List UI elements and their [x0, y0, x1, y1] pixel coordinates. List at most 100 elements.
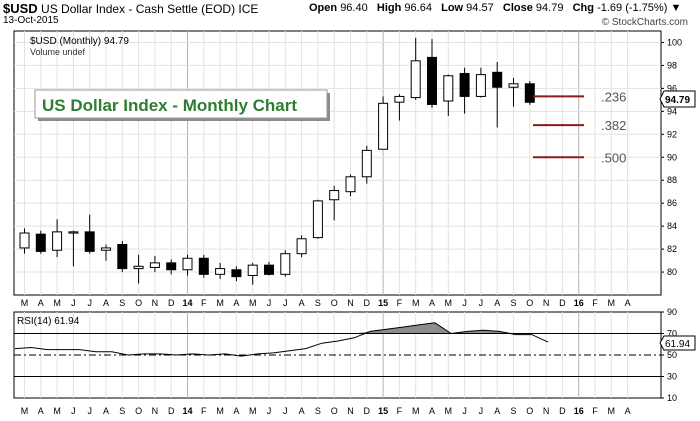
x-tick-label: J	[462, 406, 467, 416]
price-y-tick-label: 86	[667, 198, 677, 208]
rsi-last-value-label: 61.94	[665, 339, 690, 350]
x-tick-label: S	[119, 298, 125, 308]
price-y-tick-label: 96	[667, 83, 677, 93]
x-tick-label: M	[216, 298, 224, 308]
x-tick-label: O	[135, 406, 142, 416]
x-tick-label: J	[462, 298, 467, 308]
annotation-box	[34, 89, 328, 119]
x-tick-label: M	[249, 298, 257, 308]
x-tick-label: O	[526, 406, 533, 416]
price-y-tick-label: 84	[667, 221, 677, 231]
x-tick-label: F	[592, 406, 598, 416]
x-tick-label: D	[559, 298, 566, 308]
candle-body	[149, 262, 160, 268]
x-tick-label: O	[526, 298, 533, 308]
candle-body	[19, 232, 30, 249]
rsi-last-value-tag: 61.94	[659, 335, 696, 351]
rsi-panel: 10 30 50 70 90 RSI(14) 61.94 61.94	[13, 307, 696, 403]
x-tick-label: A	[103, 406, 109, 416]
x-tick-label: M	[608, 298, 616, 308]
low-value: 94.57	[466, 2, 494, 14]
open-label: Open	[309, 2, 338, 14]
candle-body	[182, 257, 193, 271]
x-tick-label: D	[364, 406, 371, 416]
instrument-name: US Dollar Index - Cash Settle (EOD) ICE	[41, 2, 259, 16]
x-tick-label: D	[364, 298, 371, 308]
x-tick-label: O	[331, 406, 338, 416]
x-tick-label: S	[510, 298, 516, 308]
candle-body	[117, 243, 128, 270]
price-y-tick-label: 80	[667, 267, 677, 277]
high-value: 96.64	[404, 2, 432, 14]
change-label: Chg	[572, 2, 594, 14]
rsi-series-line	[14, 322, 549, 357]
fib-level-label: .382	[601, 118, 626, 133]
x-tick-label: A	[38, 406, 44, 416]
candle-body	[524, 83, 535, 103]
x-tick-label: F	[397, 406, 403, 416]
candle-body	[475, 74, 486, 97]
x-tick-label: S	[315, 406, 321, 416]
x-tick-label: M	[445, 406, 453, 416]
rsi-plot-frame	[13, 311, 662, 399]
price-y-tick-label: 88	[667, 175, 677, 185]
candle-body	[52, 231, 63, 251]
fib-level-label: .236	[601, 89, 626, 104]
x-tick-label: S	[119, 406, 125, 416]
x-tick-label: 15	[378, 298, 388, 308]
x-tick-label: N	[347, 298, 354, 308]
rsi-y-tick-label: 90	[667, 307, 677, 317]
price-y-tick-label: 100	[667, 37, 682, 47]
price-plot-frame	[13, 30, 662, 296]
open-value: 96.40	[340, 2, 368, 14]
x-tick-label: A	[38, 298, 44, 308]
volume-legend: Volume undef	[30, 47, 86, 57]
x-tick-label: A	[494, 406, 500, 416]
x-tick-label: D	[559, 406, 566, 416]
candle-body	[312, 200, 323, 239]
x-tick-label: O	[331, 298, 338, 308]
x-tick-label: M	[249, 406, 257, 416]
price-y-tick-label: 92	[667, 129, 677, 139]
x-tick-label: S	[510, 406, 516, 416]
x-tick-label: J	[71, 406, 76, 416]
candle-body	[280, 253, 291, 275]
change-down-arrow-icon: ▼	[670, 2, 682, 14]
candle-body	[264, 264, 274, 275]
x-tick-label: A	[103, 298, 109, 308]
rsi-legend: RSI(14) 61.94	[17, 316, 80, 327]
x-tick-label: N	[152, 298, 159, 308]
rsi-x-axis: M A M J J A S O N D 14 F M A M J J A S O N D 15 F M A M J J A S O N D 16 F M…	[21, 406, 631, 416]
x-tick-label: 16	[574, 406, 584, 416]
candle-body	[35, 233, 46, 252]
x-tick-label: O	[135, 298, 142, 308]
candle-body	[247, 264, 258, 276]
last-price-tag-shape	[659, 90, 696, 108]
x-tick-label: A	[299, 406, 305, 416]
chart-annotation: US Dollar Index - Monthly Chart	[42, 96, 297, 115]
x-tick-label: D	[168, 298, 175, 308]
price-x-axis: M A M J J A S O N D 14 F M A M J J A S O N D 15 F M A M J J A S O N D 16 F M…	[21, 298, 631, 308]
rsi-y-tick-label: 30	[667, 372, 677, 382]
rsi-y-tick-label: 10	[667, 393, 677, 403]
x-tick-label: A	[233, 298, 239, 308]
low-label: Low	[441, 2, 464, 14]
candle-body	[394, 95, 405, 103]
rsi-reference-lines	[14, 333, 661, 377]
candle-body	[329, 190, 340, 201]
close-value: 94.79	[535, 2, 564, 14]
change-value: -1.69 (-1.75%)	[597, 2, 668, 14]
x-tick-label: M	[216, 406, 224, 416]
candle-body	[215, 268, 226, 275]
x-tick-label: M	[21, 406, 29, 416]
close-label: Close	[502, 2, 533, 14]
x-tick-label: N	[152, 406, 159, 416]
x-tick-label: A	[233, 406, 239, 416]
x-tick-label: F	[201, 406, 207, 416]
x-tick-label: M	[53, 298, 61, 308]
x-tick-label: A	[625, 298, 631, 308]
candle-body	[459, 72, 470, 97]
x-tick-label: S	[315, 298, 321, 308]
x-tick-label: A	[429, 406, 435, 416]
rsi-y-tick-label: 70	[667, 329, 677, 339]
